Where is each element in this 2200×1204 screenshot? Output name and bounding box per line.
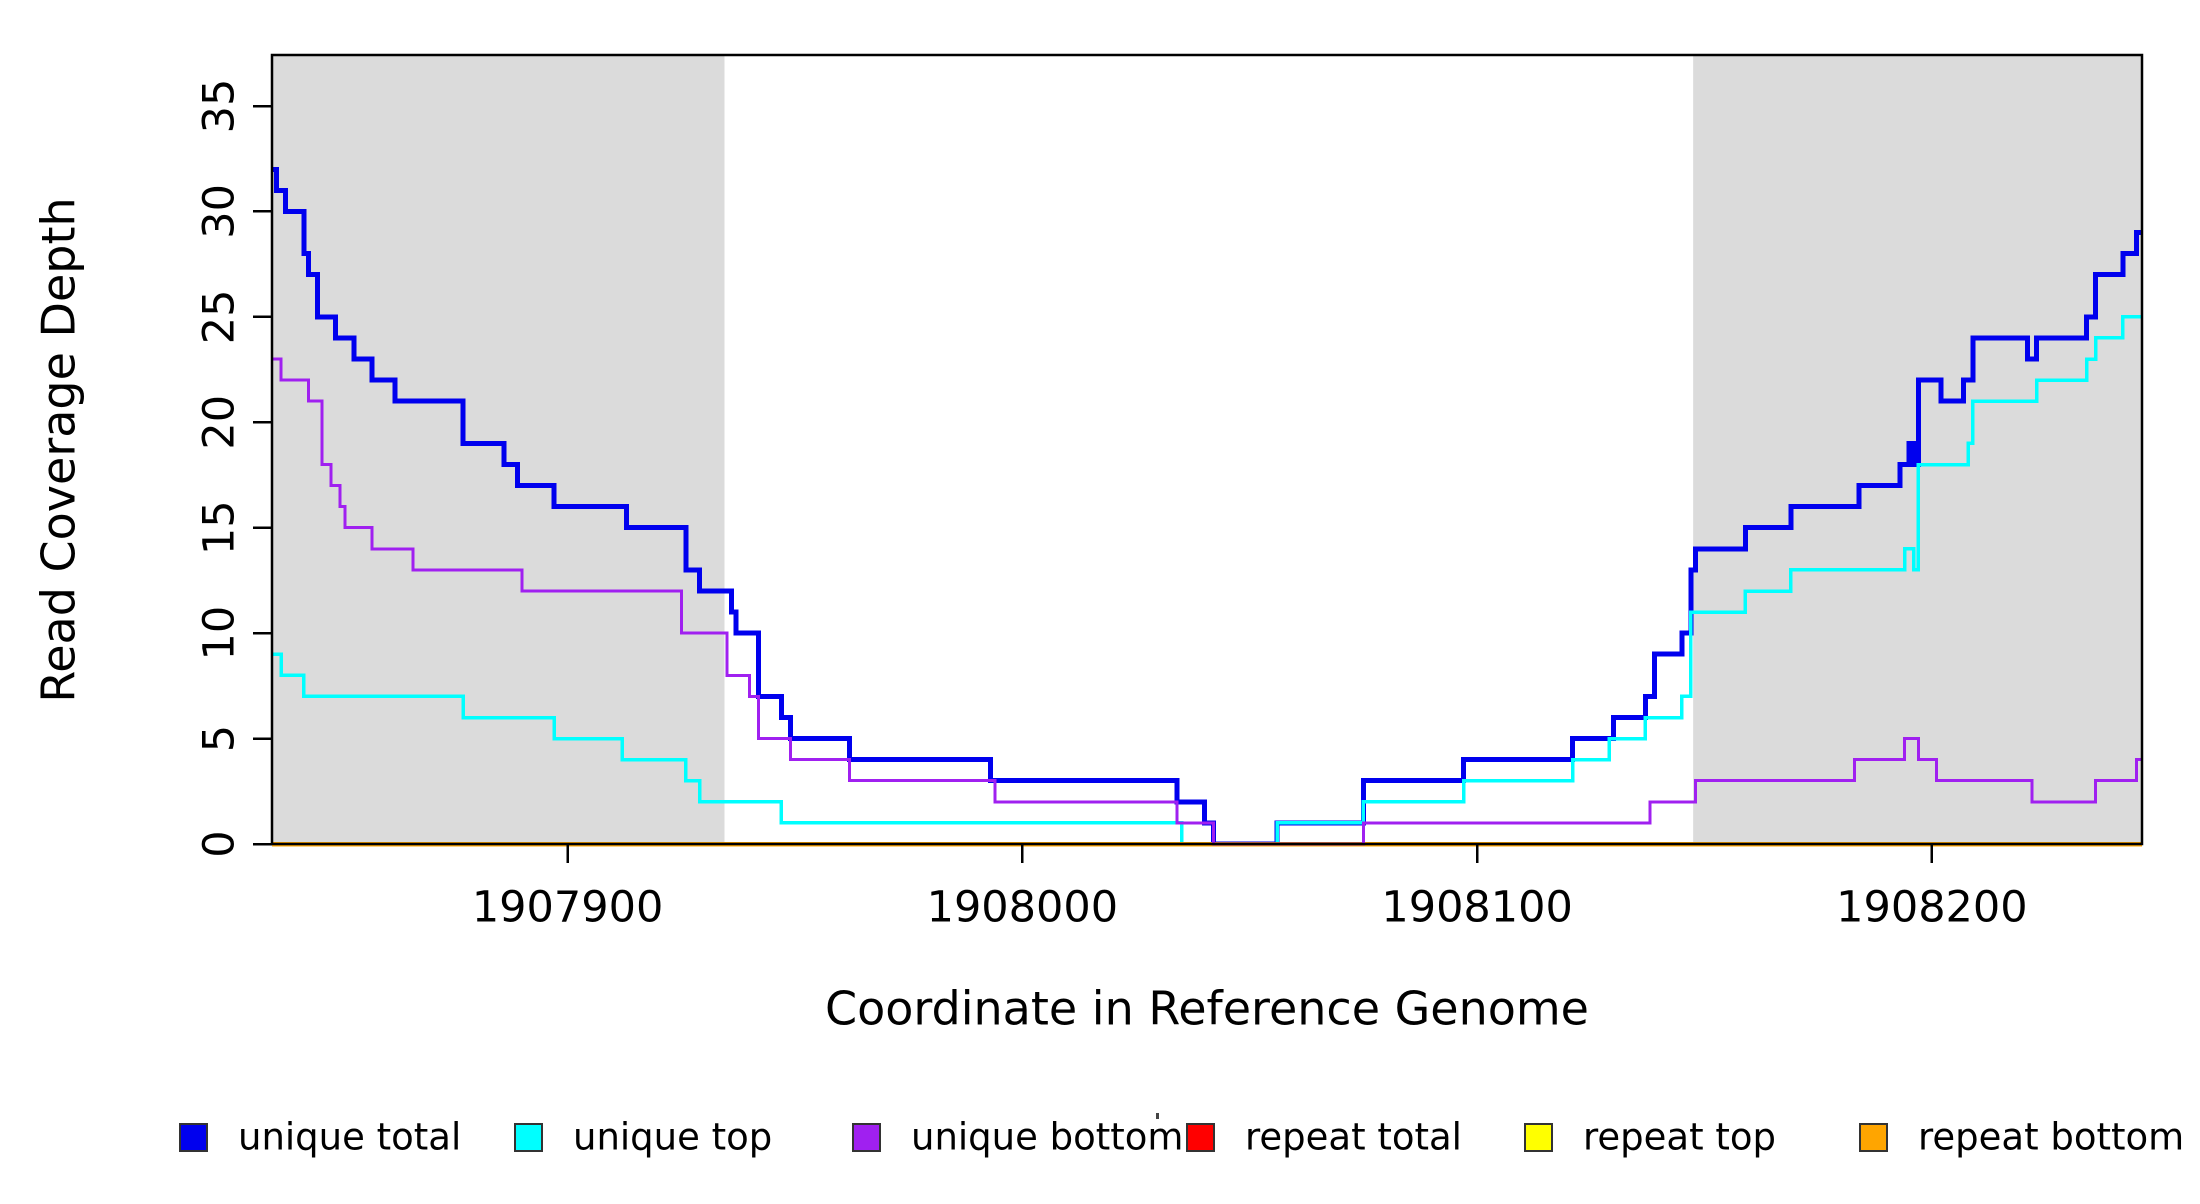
y-axis: 0 5 10 15 20 25 30 35	[195, 79, 272, 858]
y-tick-label: 30	[195, 184, 245, 239]
x-tick-label: 1907900	[472, 883, 664, 933]
legend-item: repeat total	[1186, 1116, 1462, 1159]
legend-swatch-repeat-total	[1186, 1123, 1215, 1152]
legend-label: unique top	[573, 1116, 772, 1159]
y-tick-label: 10	[195, 606, 245, 661]
legend-item: unique top	[514, 1116, 772, 1159]
legend-label: unique bottom	[911, 1116, 1183, 1159]
shaded-band-left	[272, 55, 725, 844]
series-line-unique-bottom	[272, 357, 2142, 846]
x-axis-title: Coordinate in Reference Genome	[825, 982, 1589, 1036]
legend-item: repeat top	[1524, 1116, 1776, 1159]
series-line-unique-top	[272, 315, 2142, 846]
y-tick-label: 25	[195, 289, 245, 344]
legend-swatch-repeat-bottom	[1859, 1123, 1888, 1152]
x-tick-label: 1908100	[1381, 883, 1573, 933]
y-tick-label: 0	[195, 830, 245, 857]
legend-label: repeat total	[1245, 1116, 1462, 1159]
y-axis-title: Read Coverage Depth	[32, 197, 86, 702]
x-tick-label: 1908000	[927, 883, 1119, 933]
legend-label: repeat top	[1583, 1116, 1776, 1159]
legend-swatch-unique-top	[514, 1123, 543, 1152]
legend-swatch-unique-total	[179, 1123, 208, 1152]
legend-label: repeat bottom	[1918, 1116, 2184, 1159]
legend-swatch-unique-bottom	[852, 1123, 881, 1152]
y-tick-label: 15	[195, 500, 245, 555]
y-tick-label: 20	[195, 395, 245, 450]
y-tick-label: 5	[195, 725, 245, 752]
y-tick-label: 35	[195, 79, 245, 134]
legend-item: repeat bottom	[1859, 1116, 2184, 1159]
legend-item: unique total	[179, 1116, 461, 1159]
legend-label: unique total	[238, 1116, 461, 1159]
legend-swatch-repeat-top	[1524, 1123, 1553, 1152]
legend: unique total unique top unique bottom repea…	[179, 1116, 2184, 1159]
plot-box-border	[270, 53, 2144, 846]
stray-mark	[1156, 1113, 1159, 1119]
legend-item: unique bottom	[852, 1116, 1183, 1159]
x-axis: 1907900 1908000 1908100 1908200	[472, 844, 2028, 933]
x-tick-label: 1908200	[1836, 883, 2028, 933]
